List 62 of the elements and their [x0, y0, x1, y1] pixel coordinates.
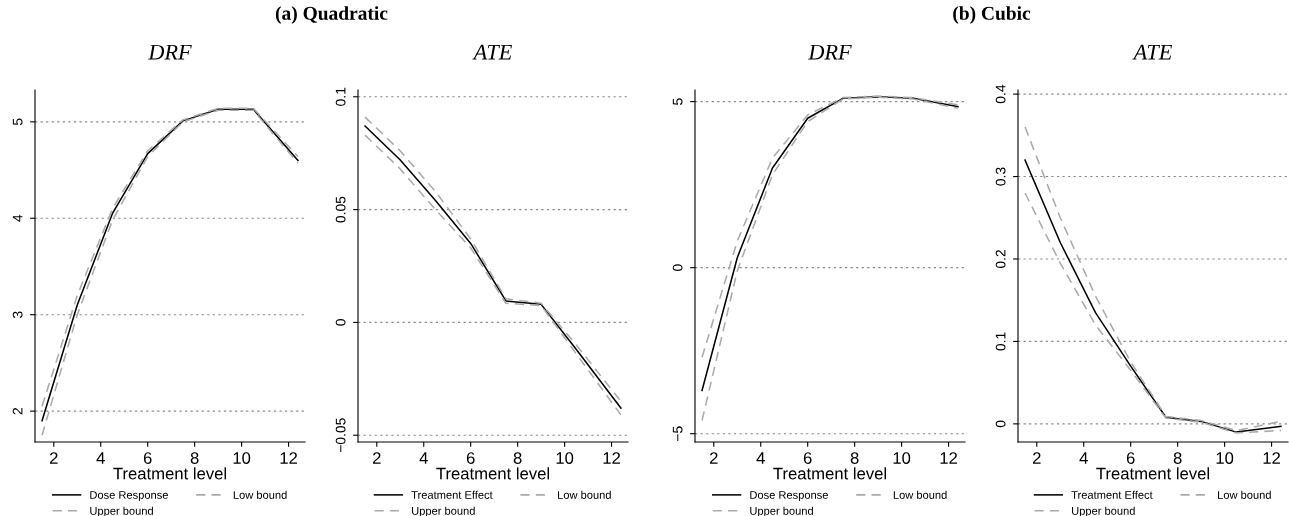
x-tick-label: 4	[419, 452, 428, 464]
x-tick-label: 10	[1216, 452, 1234, 464]
legend-label: Upper bound	[1072, 506, 1135, 516]
y-tick-label: 0.1	[995, 332, 1006, 351]
x-tick-label: 4	[756, 452, 765, 464]
chart-title: DRF	[148, 44, 192, 60]
y-tick-label: 0.2	[995, 250, 1006, 269]
y-tick-label: 3	[12, 311, 23, 319]
x-tick-label: 10	[893, 452, 911, 464]
text: (a) Quadratic	[275, 6, 388, 24]
x-axis-title: Treatment level	[1096, 467, 1210, 480]
text: (b) Cubic	[953, 6, 1031, 24]
legend-label: Treatment Effect	[1071, 490, 1153, 499]
legend-label: Low bound	[1218, 490, 1271, 499]
x-tick-label: 4	[96, 452, 105, 464]
legend-label: Dose Response	[750, 491, 828, 502]
y-tick-label: 0.4	[995, 84, 1006, 104]
x-tick-label: 2	[709, 452, 718, 464]
x-tick-label: 8	[513, 452, 522, 464]
x-tick-label: 6	[1126, 452, 1135, 464]
x-tick-label: 6	[143, 452, 152, 464]
y-tick-label: 2	[12, 407, 23, 415]
legend-label: Upper bound	[412, 506, 475, 516]
chart-title: ATE	[472, 44, 512, 60]
x-tick-label: 2	[372, 452, 381, 464]
x-tick-label: 2	[1032, 452, 1041, 464]
x-axis-title: Treatment level	[113, 467, 227, 480]
y-tick-label: 5	[12, 118, 23, 126]
y-tick-label: 0	[672, 264, 683, 271]
legend-label: Upper bound	[90, 506, 153, 516]
x-tick-label: 6	[466, 452, 475, 464]
legend-label: Low bound	[558, 490, 611, 499]
x-tick-label: 12	[280, 452, 297, 464]
y-tick-label: 0.3	[995, 167, 1006, 186]
x-tick-label: 6	[803, 452, 812, 464]
x-tick-label: 10	[233, 452, 251, 464]
x-tick-label: 2	[49, 452, 58, 464]
y-tick-label: 0	[335, 319, 346, 326]
x-axis-title: Treatment level	[436, 467, 550, 480]
x-tick-label: 12	[940, 452, 957, 464]
legend-label: Upper bound	[750, 506, 813, 516]
x-tick-label: 12	[1263, 452, 1280, 464]
x-tick-label: 8	[190, 452, 199, 464]
x-tick-label: 10	[556, 452, 574, 464]
legend-label: Treatment Effect	[411, 490, 493, 499]
y-tick-label: 0.05	[335, 196, 346, 223]
y-tick-label: 4	[12, 214, 23, 222]
x-axis-title: Treatment level	[773, 467, 887, 480]
y-tick-label: −5	[672, 426, 683, 441]
x-tick-label: 12	[603, 452, 620, 464]
legend-label: Low bound	[893, 490, 947, 499]
x-tick-label: 4	[1079, 452, 1088, 464]
y-tick-label: 5	[672, 98, 683, 105]
chart-title: ATE	[1132, 44, 1172, 60]
y-tick-label: 0.1	[335, 87, 346, 106]
legend-label: Dose Response	[90, 491, 168, 502]
chart-title: DRF	[808, 44, 852, 60]
y-tick-label: −0.05	[335, 418, 346, 453]
y-tick-label: 0	[995, 420, 1006, 428]
x-tick-label: 8	[1173, 452, 1182, 464]
legend-label: Low bound	[233, 490, 287, 499]
x-tick-label: 8	[850, 452, 859, 464]
